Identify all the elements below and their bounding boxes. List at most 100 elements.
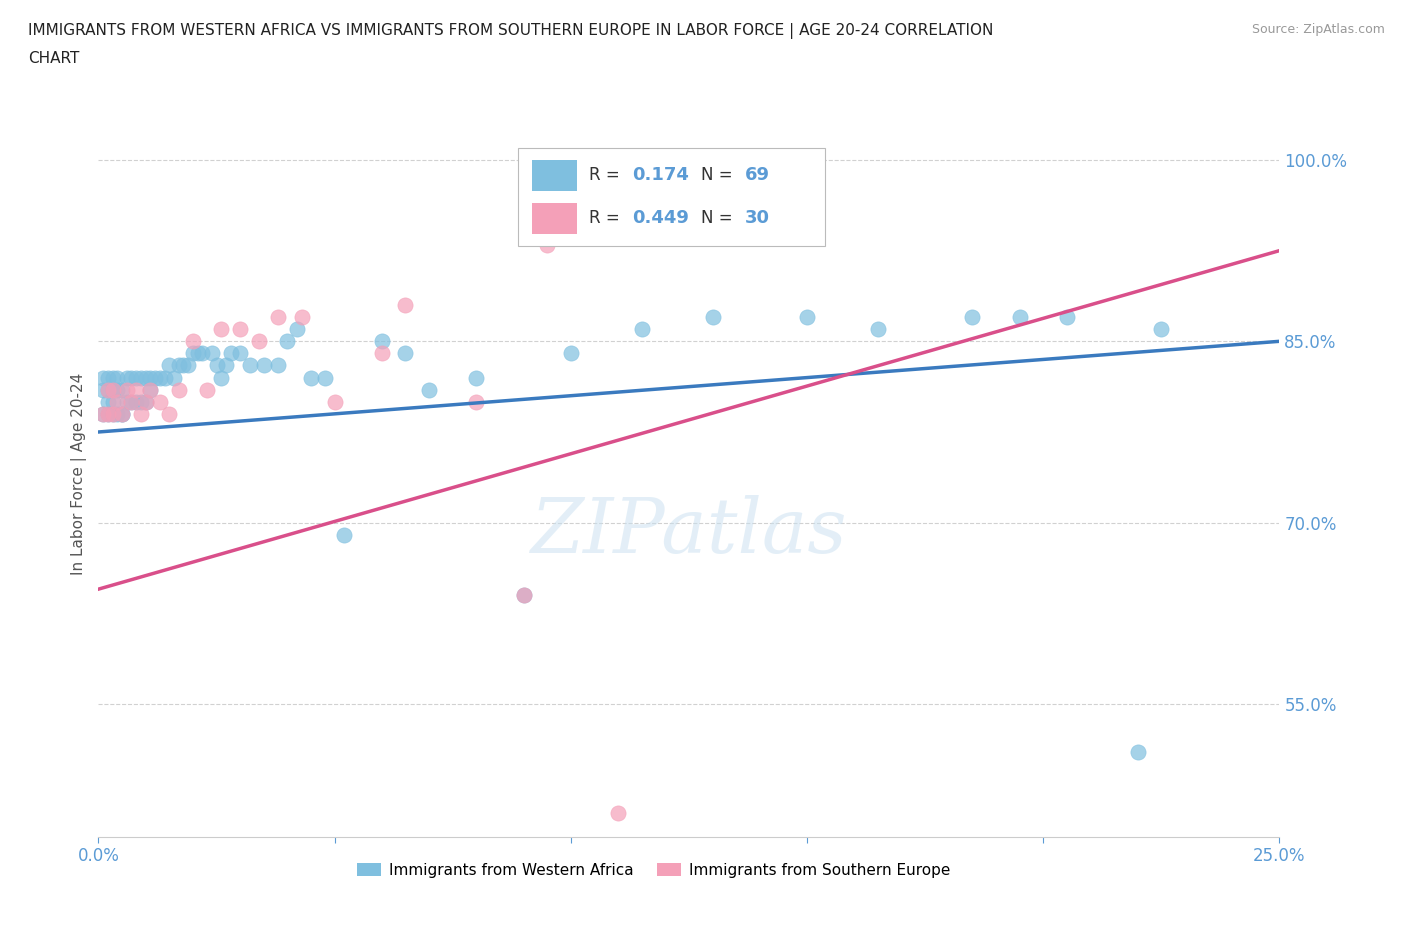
Point — [512, 588, 534, 603]
Text: ZIPatlas: ZIPatlas — [530, 496, 848, 569]
Point — [229, 346, 252, 361]
Point — [125, 370, 148, 385]
Bar — [531, 160, 576, 191]
Text: CHART: CHART — [28, 51, 80, 66]
Point — [115, 382, 138, 397]
Point — [121, 370, 143, 385]
Point — [219, 346, 242, 361]
Text: 0.174: 0.174 — [633, 166, 689, 184]
Point — [105, 382, 128, 397]
Text: N =: N = — [700, 209, 738, 227]
Point — [135, 370, 157, 385]
Point — [97, 370, 120, 385]
Point — [121, 394, 143, 409]
Point — [139, 382, 162, 397]
Point — [167, 382, 190, 397]
Point — [187, 346, 209, 361]
Point — [105, 370, 128, 385]
Point — [157, 406, 180, 421]
Text: 30: 30 — [744, 209, 769, 227]
Point — [394, 298, 416, 312]
Point — [91, 382, 114, 397]
Point — [607, 805, 630, 820]
Point — [418, 382, 440, 397]
Point — [139, 382, 162, 397]
Legend: Immigrants from Western Africa, Immigrants from Southern Europe: Immigrants from Western Africa, Immigran… — [352, 857, 956, 884]
Point — [796, 310, 818, 325]
Point — [101, 382, 124, 397]
Text: IMMIGRANTS FROM WESTERN AFRICA VS IMMIGRANTS FROM SOUTHERN EUROPE IN LABOR FORCE: IMMIGRANTS FROM WESTERN AFRICA VS IMMIGR… — [28, 23, 994, 39]
Point — [143, 370, 166, 385]
Point — [536, 237, 558, 252]
Text: R =: R = — [589, 166, 624, 184]
Point — [229, 322, 252, 337]
Point — [129, 394, 152, 409]
Point — [105, 406, 128, 421]
Point — [702, 310, 724, 325]
Point — [560, 346, 582, 361]
Point — [157, 358, 180, 373]
Point — [101, 406, 124, 421]
Point — [962, 310, 984, 325]
Point — [267, 310, 290, 325]
Point — [101, 394, 124, 409]
Point — [195, 382, 218, 397]
Point — [105, 394, 128, 409]
Point — [101, 406, 124, 421]
Point — [111, 406, 134, 421]
Point — [101, 370, 124, 385]
Point — [129, 370, 152, 385]
Point — [121, 394, 143, 409]
Point — [97, 382, 120, 397]
Point — [97, 406, 120, 421]
Point — [125, 382, 148, 397]
Point — [129, 406, 152, 421]
Point — [205, 358, 228, 373]
Point — [371, 334, 394, 349]
Point — [323, 394, 346, 409]
Point — [191, 346, 214, 361]
Point — [91, 370, 114, 385]
Point — [276, 334, 298, 349]
Text: 69: 69 — [744, 166, 769, 184]
Point — [97, 394, 120, 409]
Point — [239, 358, 262, 373]
Text: R =: R = — [589, 209, 624, 227]
Point — [139, 370, 162, 385]
Point — [314, 370, 336, 385]
Point — [1126, 745, 1149, 760]
Point — [465, 370, 488, 385]
Point — [253, 358, 276, 373]
Point — [215, 358, 238, 373]
Point — [512, 588, 534, 603]
Point — [465, 394, 488, 409]
Point — [91, 406, 114, 421]
Point — [1008, 310, 1031, 325]
Point — [177, 358, 200, 373]
Point — [97, 406, 120, 421]
Point — [290, 310, 312, 325]
Y-axis label: In Labor Force | Age 20-24: In Labor Force | Age 20-24 — [72, 373, 87, 576]
Point — [371, 346, 394, 361]
Point — [285, 322, 308, 337]
Point — [181, 334, 204, 349]
Point — [209, 322, 232, 337]
Point — [181, 346, 204, 361]
Point — [630, 322, 652, 337]
Point — [135, 394, 157, 409]
Point — [91, 406, 114, 421]
Point — [97, 382, 120, 397]
Point — [247, 334, 270, 349]
Point — [111, 406, 134, 421]
Point — [153, 370, 176, 385]
Point — [135, 394, 157, 409]
Point — [101, 382, 124, 397]
Point — [163, 370, 186, 385]
Point — [115, 394, 138, 409]
Point — [1150, 322, 1173, 337]
Point — [201, 346, 224, 361]
Point — [167, 358, 190, 373]
Point — [149, 394, 172, 409]
Point — [1056, 310, 1078, 325]
Point — [149, 370, 172, 385]
